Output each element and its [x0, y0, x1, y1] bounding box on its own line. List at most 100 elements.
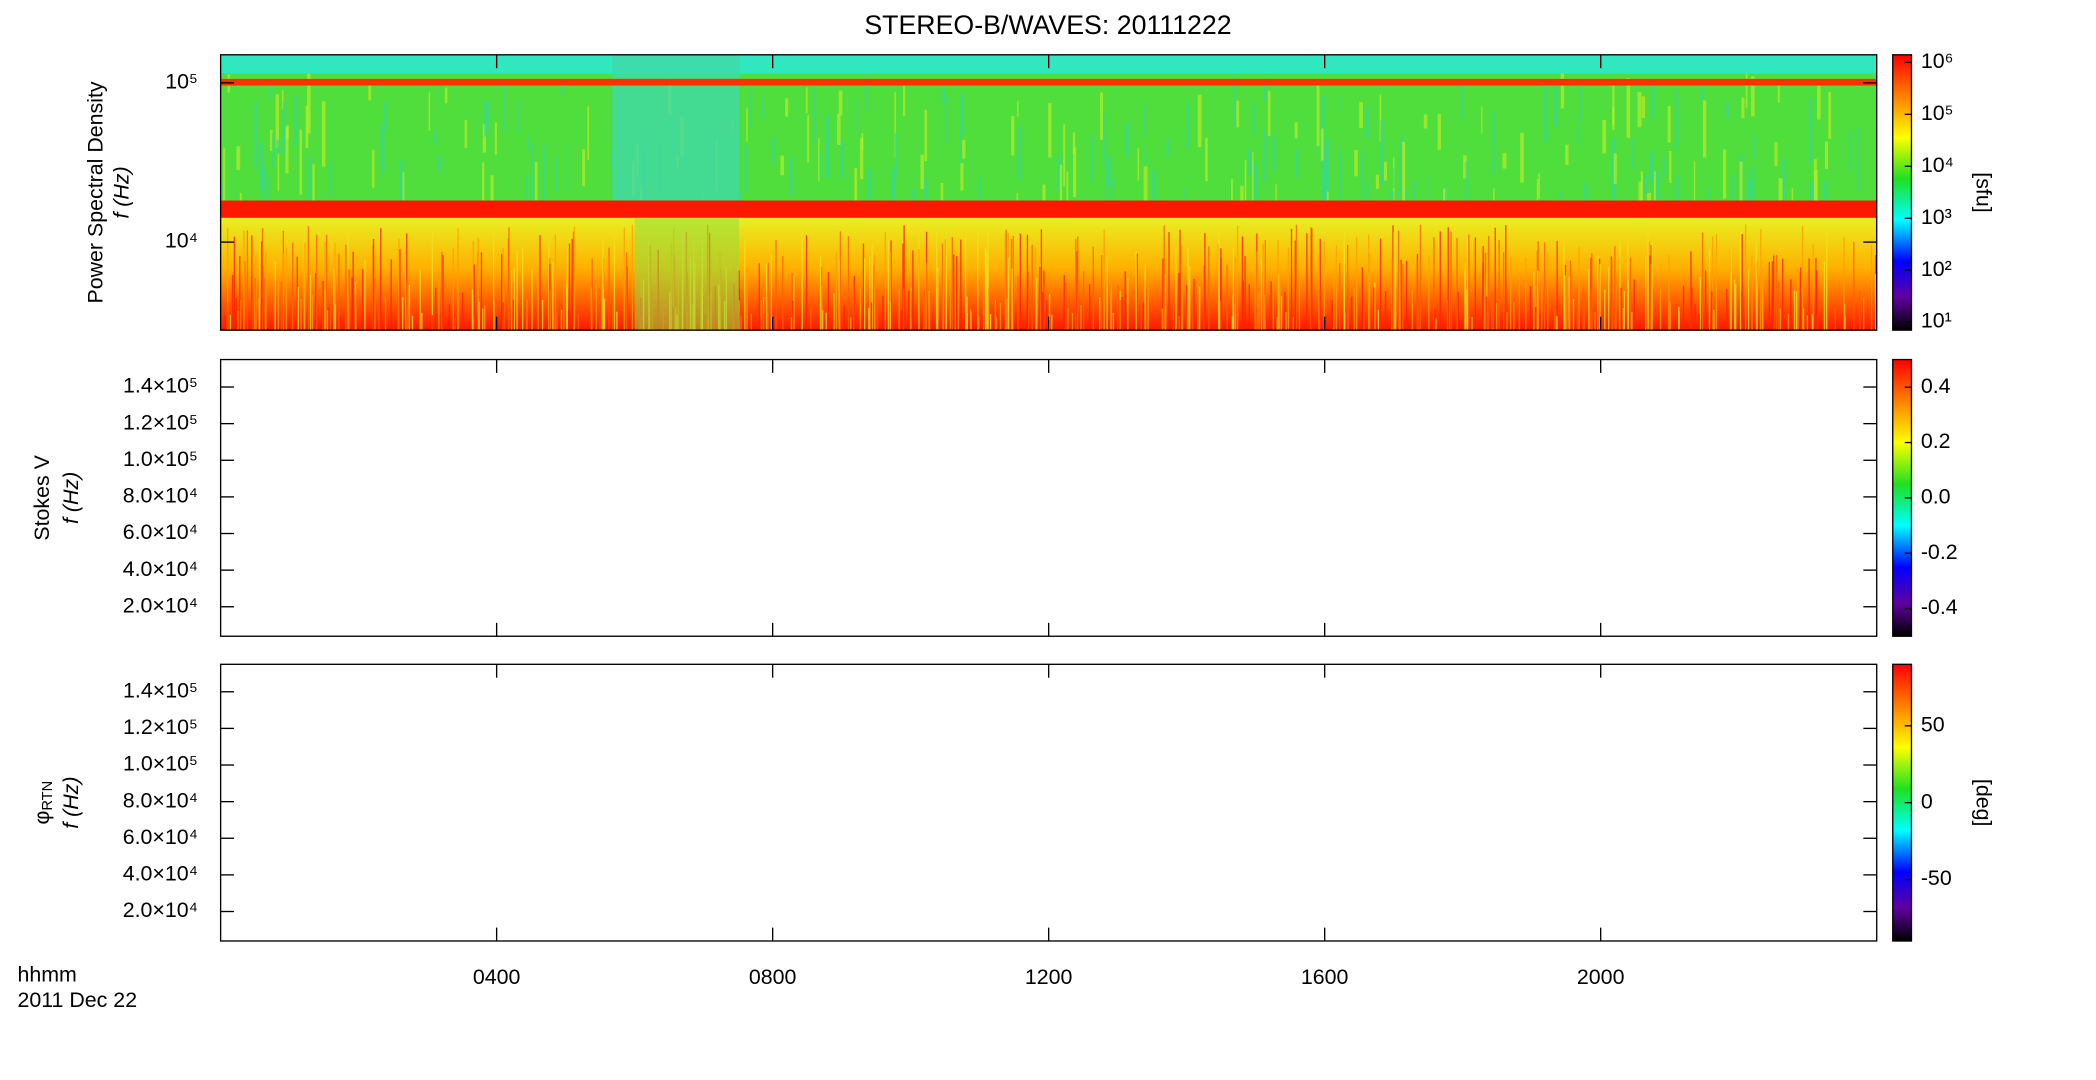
- spectrogram-streak: [1461, 84, 1464, 120]
- spectrogram-streak: [908, 291, 910, 331]
- spectrogram-streak: [1180, 245, 1183, 331]
- spectrogram-streak: [813, 83, 816, 144]
- plot-frame: [219, 358, 1878, 637]
- spectrogram-streak: [1105, 166, 1108, 224]
- spectrogram-streak: [433, 131, 437, 146]
- spectrogram-streak: [1762, 294, 1764, 331]
- spectrogram-streak: [1236, 100, 1240, 128]
- spectrogram-streak: [785, 98, 789, 117]
- spectrogram-streak: [1165, 292, 1167, 331]
- spectrogram-streak: [1121, 296, 1123, 331]
- spectrogram-streak: [1826, 227, 1828, 331]
- spectrogram-streak: [411, 315, 414, 331]
- spectrogram-streak: [1026, 234, 1029, 331]
- spectrogram-streak: [1075, 239, 1077, 331]
- spectrogram-streak: [1418, 301, 1420, 331]
- spectrogram-streak: [428, 92, 431, 131]
- spectrogram-streak: [1279, 282, 1281, 331]
- spectrogram-streak: [1725, 102, 1729, 119]
- spectrogram-streak: [1110, 281, 1113, 331]
- spectrogram-streak: [977, 231, 979, 331]
- spectrogram-streak: [1668, 255, 1670, 331]
- spectrogram-streak: [1280, 296, 1283, 331]
- x-axis-label: hhmm: [17, 962, 76, 986]
- spectrogram-streak: [1423, 114, 1428, 129]
- spectrogram-streak: [962, 139, 966, 159]
- spectrogram-streak: [265, 251, 267, 331]
- spectrogram-streak: [297, 286, 299, 331]
- spectrogram-streak: [1411, 288, 1413, 331]
- spectrogram-streak: [805, 87, 808, 114]
- spectrogram-streak: [805, 235, 808, 331]
- spectrogram-streak: [304, 242, 306, 331]
- spectrogram-streak: [1080, 305, 1082, 331]
- spectrogram-streak: [555, 300, 557, 331]
- spectrogram-streak: [1137, 148, 1140, 181]
- spectrogram-streak: [516, 250, 518, 331]
- spectrogram-streak: [1027, 271, 1030, 331]
- spectrogram-streak: [482, 162, 485, 204]
- spectrogram-streak: [441, 251, 443, 331]
- spectrogram-streak: [839, 231, 842, 331]
- spectrogram-streak: [437, 156, 441, 172]
- spectrogram-streak: [327, 307, 330, 331]
- spectrogram-streak: [526, 299, 528, 331]
- spectrogram-streak: [944, 97, 948, 142]
- spectrogram-streak: [792, 300, 794, 331]
- spectrogram-streak: [333, 268, 335, 331]
- spectrogram-streak: [1782, 258, 1784, 331]
- spectrogram-streak: [889, 251, 892, 331]
- spectrogram-streak: [1589, 289, 1591, 331]
- spectrogram-streak: [566, 141, 569, 196]
- spectrogram-streak: [986, 272, 988, 331]
- spectrogram-streak: [1611, 259, 1613, 331]
- spectrogram-streak: [285, 247, 288, 331]
- spectrogram-streak: [254, 100, 258, 167]
- spectrogram-streak: [399, 249, 401, 331]
- spectrogram-streak: [1231, 316, 1234, 331]
- spectrogram-streak: [1813, 159, 1817, 216]
- spectrogram-streak: [1439, 231, 1441, 331]
- spectrogram-streak: [960, 239, 962, 331]
- spectrogram-streak: [631, 224, 634, 331]
- spectrogram-streak: [1704, 270, 1707, 331]
- spectrogram-streak: [1287, 247, 1290, 331]
- spectrogram-streak: [246, 230, 249, 331]
- spectrogram-streak: [563, 277, 565, 331]
- spectrogram-streak: [1234, 304, 1236, 331]
- spectrogram-streak: [603, 298, 606, 331]
- spectrogram-streak: [1256, 307, 1258, 331]
- spectrogram-streak: [763, 313, 765, 331]
- spectrogram-streak: [233, 236, 236, 331]
- spectrogram-streak: [1011, 115, 1015, 156]
- spectrogram-streak: [1367, 234, 1370, 331]
- spectrogram-streak: [1099, 297, 1101, 331]
- spectrogram-streak: [1601, 316, 1603, 331]
- spectrogram-streak: [1042, 292, 1044, 331]
- spectrogram-streak: [1747, 269, 1750, 331]
- spectrogram-streak: [903, 225, 905, 331]
- spectrogram-streak: [1319, 238, 1321, 331]
- spectrogram-streak: [484, 101, 488, 137]
- spectrogram-streak: [833, 293, 835, 331]
- spectrogram-streak: [611, 302, 614, 331]
- spectrogram-streak: [224, 315, 226, 331]
- spectrogram-streak: [305, 105, 309, 148]
- spectrogram-streak: [1373, 287, 1375, 331]
- spectrogram-streak: [821, 310, 824, 331]
- spectrogram-streak: [1178, 315, 1180, 331]
- spectrogram-streak: [1669, 301, 1671, 331]
- spectrogram-streak: [431, 315, 434, 331]
- spectrogram-streak: [402, 297, 404, 331]
- spectrogram-streak: [1456, 238, 1458, 331]
- spectrogram-streak: [488, 98, 490, 130]
- spectrogram-streak: [1276, 316, 1278, 331]
- spectrogram-streak: [560, 315, 563, 331]
- spectrogram-streak: [1117, 285, 1119, 331]
- spectrogram-streak: [534, 161, 538, 229]
- spectrogram-streak: [571, 238, 573, 331]
- spectrogram-streak: [1384, 291, 1387, 331]
- spectrogram-streak: [1619, 241, 1621, 331]
- spectrogram-streak: [1242, 280, 1244, 331]
- spectrogram-streak: [898, 290, 900, 331]
